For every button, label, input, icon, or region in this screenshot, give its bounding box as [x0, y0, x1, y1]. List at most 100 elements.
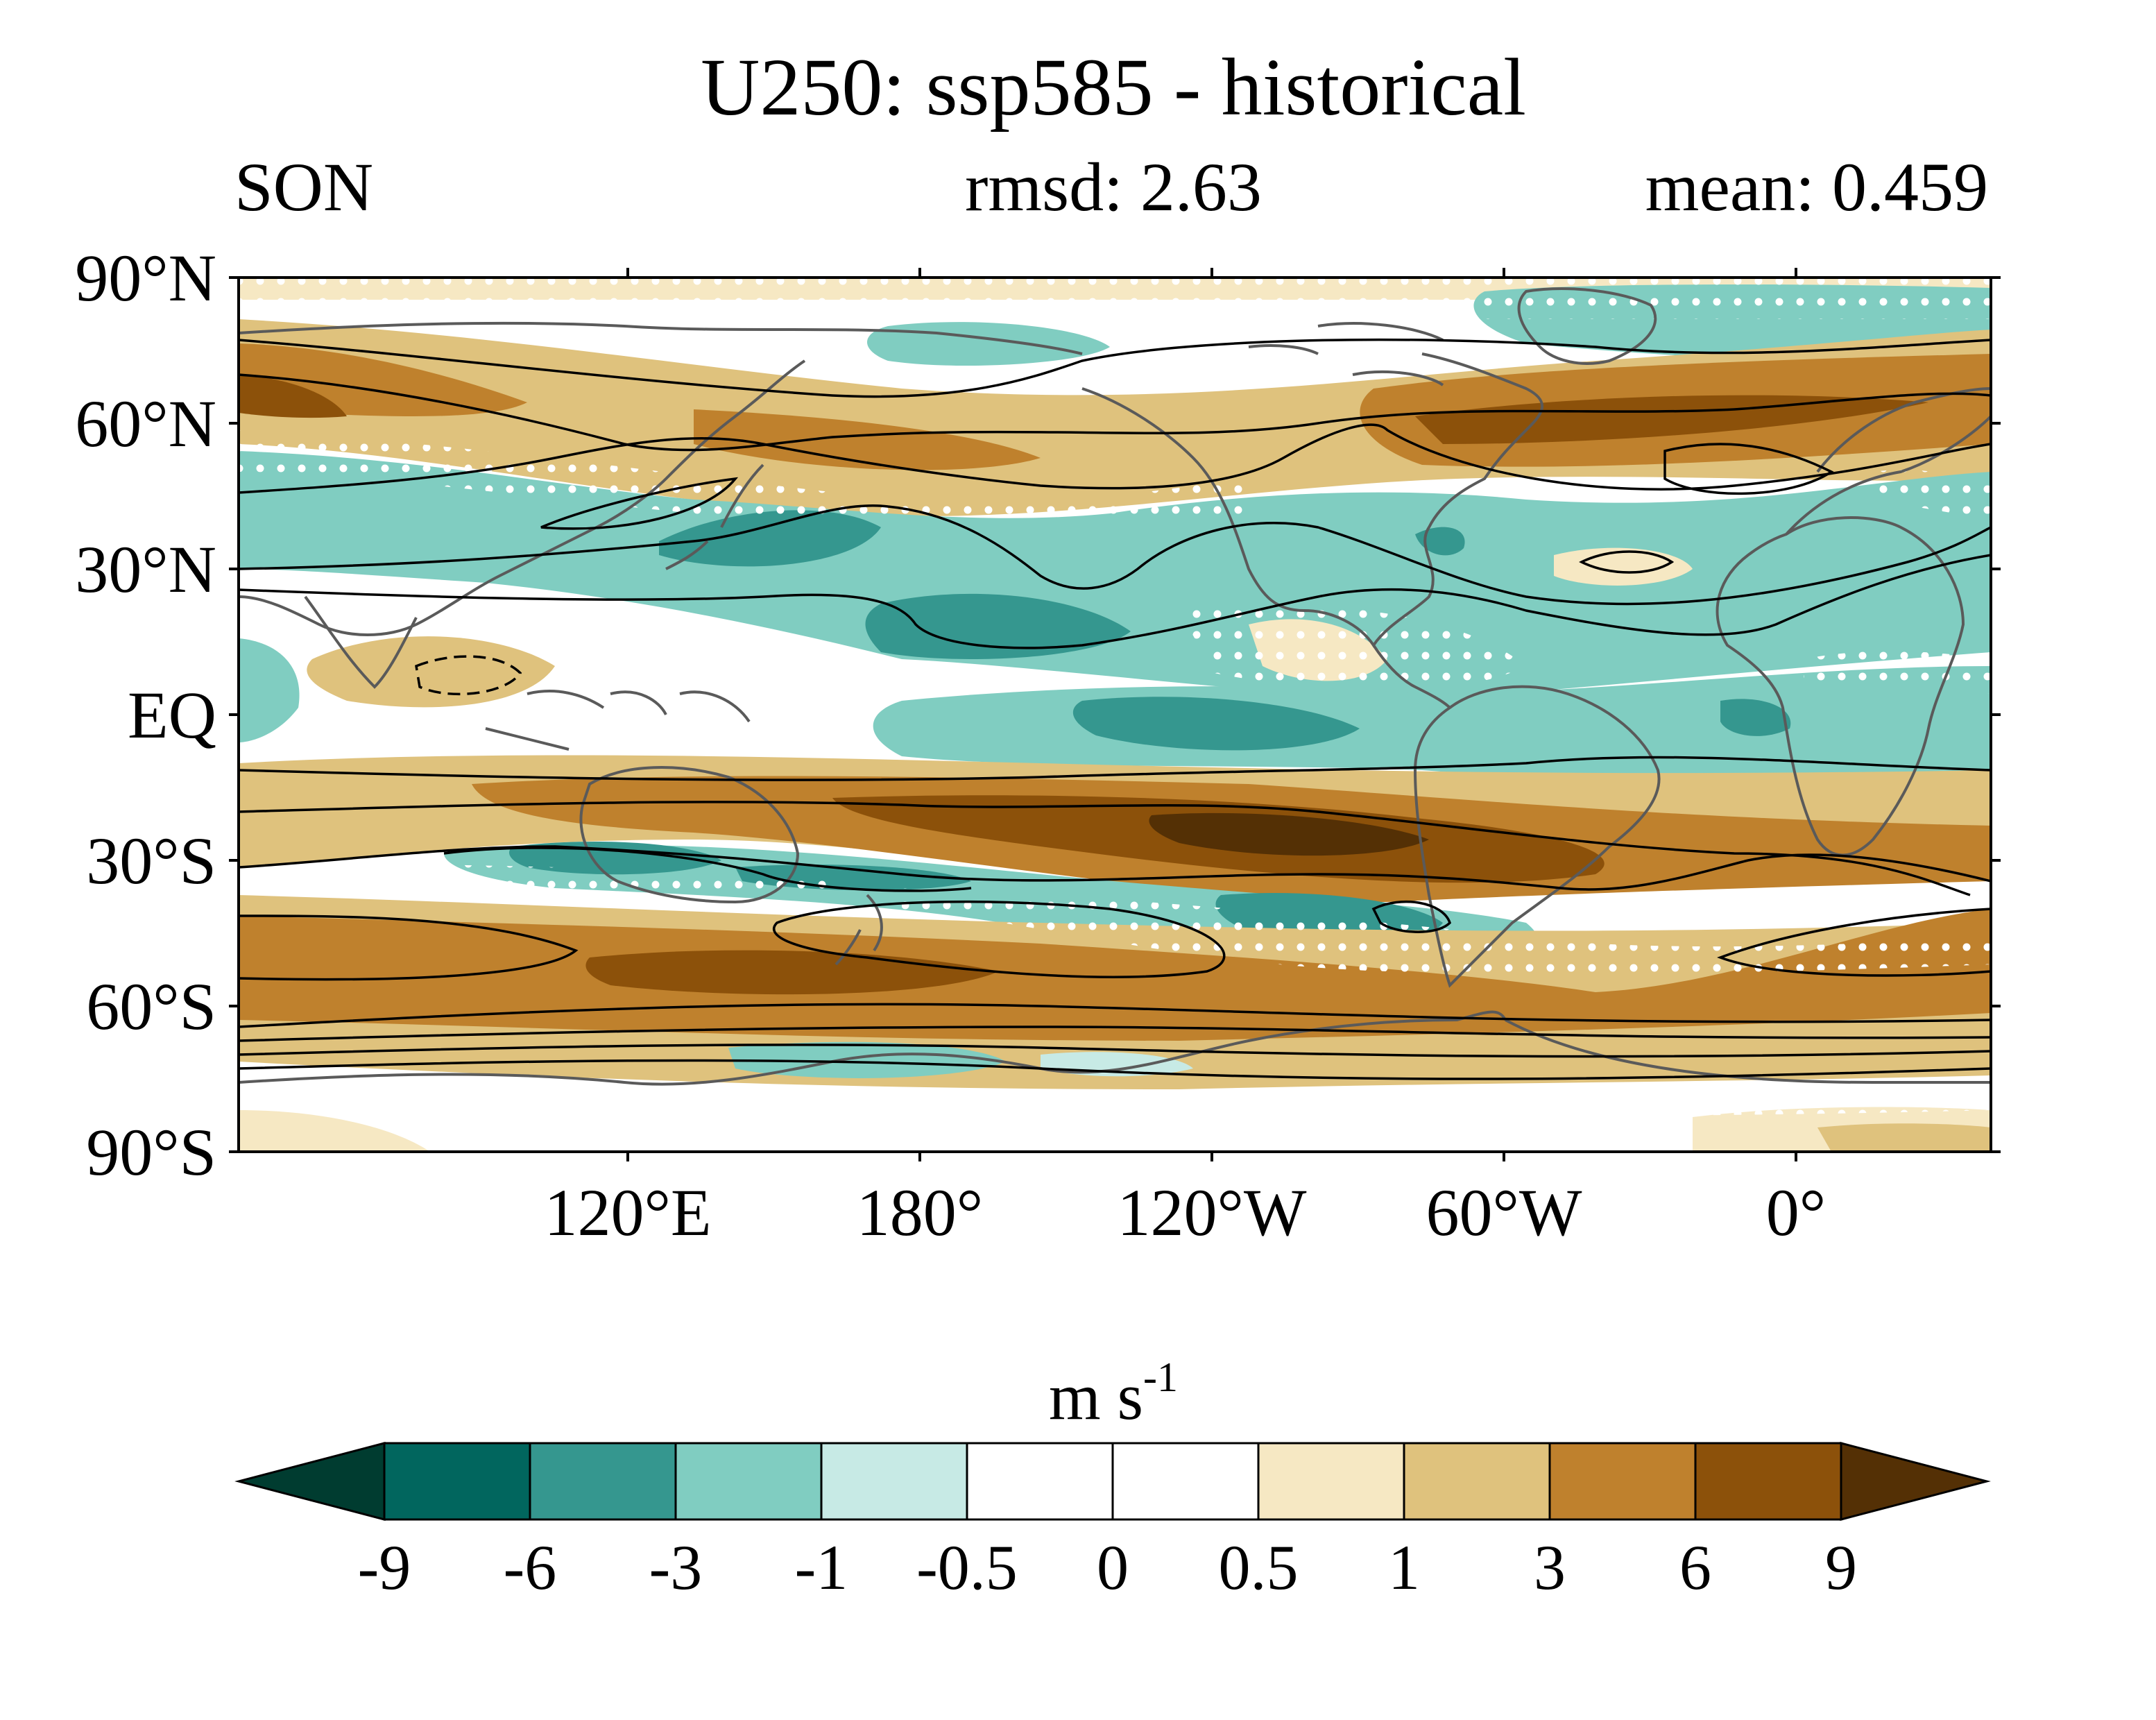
- lon-labels: 120°E 180° 120°W 60°W 0°: [544, 1175, 1826, 1250]
- lon-label-0: 0°: [1766, 1175, 1826, 1250]
- sh-brown-band-darkest: [1149, 812, 1429, 856]
- africa-coast: [1716, 516, 1965, 857]
- contour-line: [239, 1059, 1991, 1080]
- north-atlantic-light-brown: [1554, 547, 1693, 586]
- lat-label-90n: 90°N: [75, 241, 216, 315]
- contour-line: [239, 554, 1991, 649]
- europe-coast: [1785, 387, 1991, 536]
- colorbar-box: [1111, 1442, 1260, 1521]
- title: U250: ssp585 - historical: [701, 42, 1526, 133]
- contour-line: [239, 1003, 1991, 1028]
- nh-teal-east-dark: [1415, 527, 1465, 556]
- contour-line: [239, 756, 1991, 781]
- colorbar-box: [674, 1442, 823, 1521]
- colorbar-box: [1403, 1442, 1551, 1521]
- contour-line: [239, 338, 1991, 398]
- contour-line-dashed: [415, 655, 522, 696]
- nh-brown-band-dark-west: [239, 375, 347, 418]
- colorbar-tick-label: 3: [1534, 1532, 1566, 1603]
- contour-line: [239, 1044, 1991, 1058]
- eq-teal-dark-pacific: [1072, 697, 1360, 751]
- lat-label-30s: 30°S: [86, 824, 216, 898]
- siberia-coast: [239, 321, 1083, 355]
- india-coast: [304, 595, 418, 689]
- coastlines: [239, 287, 1991, 1086]
- colorbar-units: m s-1: [1049, 1354, 1178, 1433]
- colorbar-tick-label: 6: [1679, 1532, 1711, 1603]
- map-panel: 90°N 60°N 30°N EQ 30°S 60°S 90°S 120°E 1…: [75, 241, 2001, 1250]
- contour-line: [239, 845, 1991, 891]
- lat-label-90s: 90°S: [86, 1115, 216, 1189]
- colorbar-box: [1694, 1442, 1842, 1521]
- center-subtitle: rmsd: 2.63: [965, 148, 1262, 225]
- eq-teal-dark-atlantic: [1720, 699, 1791, 736]
- greenland-coast: [1517, 287, 1657, 365]
- colorbar-box: [1257, 1442, 1405, 1521]
- colorbar-tick-label: -9: [358, 1532, 411, 1603]
- right-subtitle: mean: 0.459: [1645, 148, 1988, 225]
- eq-teal-west: [239, 638, 300, 742]
- colorbar-tick-label: 9: [1825, 1532, 1857, 1603]
- south-pole-west-patch: [239, 1110, 430, 1152]
- lon-label-120e: 120°E: [544, 1175, 711, 1250]
- colorbar-tick-label: -6: [504, 1532, 557, 1603]
- colorbar-tick-label: 0.5: [1219, 1532, 1299, 1603]
- nh-brown-band-medium-central: [694, 409, 1041, 470]
- lat-labels: 90°N 60°N 30°N EQ 30°S 60°S 90°S: [75, 241, 216, 1189]
- colorbar-tick-label: -1: [795, 1532, 848, 1603]
- antarctica-coast: [239, 1010, 1991, 1086]
- climatology-contours: [239, 338, 1991, 1080]
- new-zealand-coast: [835, 894, 883, 966]
- significance-stippling: [239, 278, 1991, 1117]
- japan-coast: [665, 463, 764, 570]
- contour-line: [239, 914, 579, 981]
- south-pole-brown-patch-dark: [1817, 1123, 1991, 1152]
- colorbar-labels: -9 -6 -3 -1 -0.5 0 0.5 1 3 6 9: [358, 1532, 1857, 1603]
- lat-label-eq: EQ: [128, 678, 216, 752]
- central-america-coast: [1372, 644, 1451, 709]
- lat-label-60n: 60°N: [75, 386, 216, 461]
- contour-line: [1663, 443, 1834, 495]
- colorbar-boxes: [234, 1442, 1991, 1521]
- colorbar-box: [383, 1442, 531, 1521]
- colorbar-extend-low: [234, 1442, 386, 1521]
- colorbar-extend-high: [1840, 1442, 1991, 1521]
- contour-line: [443, 846, 972, 892]
- nh-brown-band-dark-east: [1415, 395, 1928, 444]
- colorbar-tick-label: -3: [649, 1532, 703, 1603]
- north-america-coast: [1081, 352, 1543, 648]
- colorbar-box: [966, 1442, 1114, 1521]
- australia-coast: [579, 766, 800, 904]
- colorbar-units-base: m s: [1049, 1359, 1143, 1433]
- colorbar-box: [820, 1442, 968, 1521]
- arctic-islands: [1248, 322, 1444, 386]
- colorbar-box: [1548, 1442, 1697, 1521]
- colorbar-tick-label: -0.5: [916, 1532, 1018, 1603]
- contour-line: [239, 801, 1971, 896]
- anomaly-field: [239, 278, 1991, 1152]
- contour-line: [239, 373, 1991, 452]
- lon-label-60w: 60°W: [1426, 1175, 1582, 1250]
- lat-label-60s: 60°S: [86, 969, 216, 1044]
- contour-line: [540, 477, 739, 530]
- lon-ticks: [626, 268, 1797, 1161]
- left-subtitle: SON: [234, 148, 373, 225]
- lat-label-30n: 30°N: [75, 532, 216, 606]
- colorbar-tick-label: 1: [1388, 1532, 1420, 1603]
- colorbar-units-exponent: -1: [1143, 1354, 1178, 1400]
- contour-line: [1371, 900, 1452, 933]
- nh-teal-west-dark: [659, 510, 881, 567]
- contour-line: [1717, 908, 1991, 977]
- lon-label-180: 180°: [857, 1175, 983, 1250]
- contour-line: [239, 504, 1991, 606]
- colorbar: m s-1 -9 -6 -3 -1 -0.5 0 0.5 1 3 6 9: [234, 1354, 1991, 1603]
- lat-ticks: [229, 276, 2001, 1153]
- colorbar-tick-label: 0: [1097, 1532, 1129, 1603]
- sh-teal-dark-west: [509, 841, 721, 875]
- nh-teal-central-dark: [865, 593, 1131, 659]
- lon-label-120w: 120°W: [1118, 1175, 1307, 1250]
- contour-line: [772, 900, 1226, 979]
- contour-line: [1579, 550, 1675, 574]
- maritime-islands: [485, 690, 751, 751]
